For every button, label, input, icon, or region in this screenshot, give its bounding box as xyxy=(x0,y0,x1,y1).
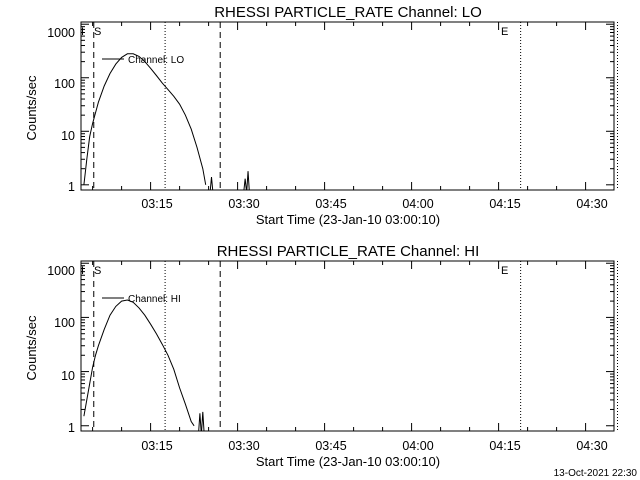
panel-hi-start-marker: S xyxy=(94,265,101,277)
panel-lo-spike xyxy=(209,176,214,191)
panel-lo-ytick-10: 10 xyxy=(61,129,75,143)
panel-hi-xtick-0345: 03:45 xyxy=(315,439,346,453)
panel-lo-spike xyxy=(243,178,247,191)
panel-hi: RHESSI PARTICLE_RATE Channel: HI Start T… xyxy=(24,243,608,469)
panel-hi-xlabel: Start Time (23-Jan-10 03:00:10) xyxy=(256,454,440,469)
panel-lo-ytick-100: 100 xyxy=(54,77,75,91)
panel-hi-ytick-1: 1 xyxy=(68,421,75,435)
panel-hi-spike xyxy=(198,413,202,432)
panel-lo-xtick-0330: 03:30 xyxy=(228,197,259,211)
panel-hi-series-line xyxy=(83,299,195,427)
panel-lo-xlabel: Start Time (23-Jan-10 03:00:10) xyxy=(256,212,440,227)
panel-lo-ytick-1000: 1000 xyxy=(47,26,75,40)
panel-lo-legend-label: Channel: LO xyxy=(128,55,184,66)
panel-lo-start-marker: S xyxy=(94,26,101,38)
panel-lo-xtick-0400: 04:00 xyxy=(402,197,433,211)
panel-lo-spike xyxy=(246,171,250,191)
panel-hi-plot xyxy=(80,260,618,432)
panel-lo-left-marker: I xyxy=(81,26,84,38)
panel-lo-xtick-0415: 04:15 xyxy=(489,197,520,211)
panel-hi-ytick-1000: 1000 xyxy=(47,264,75,278)
panel-lo-xtick-0430: 04:30 xyxy=(576,197,607,211)
panel-hi-ytick-10: 10 xyxy=(61,369,75,383)
panel-hi-xtick-0430: 04:30 xyxy=(576,439,607,453)
panel-hi-ytick-100: 100 xyxy=(54,316,75,330)
generated-timestamp: 13-Oct-2021 22:30 xyxy=(554,468,638,479)
panel-lo-xtick-0345: 03:45 xyxy=(315,197,346,211)
panel-lo: RHESSI PARTICLE_RATE Channel: LO Start T… xyxy=(24,4,608,227)
panel-hi-left-marker: I xyxy=(81,265,84,277)
panel-hi-spike xyxy=(201,411,205,432)
panel-lo-plot xyxy=(80,21,618,191)
panel-hi-title: RHESSI PARTICLE_RATE Channel: HI xyxy=(217,243,480,260)
panel-hi-legend-label: Channel: HI xyxy=(128,294,181,305)
panel-lo-series-line xyxy=(83,53,207,185)
panel-lo-end-marker: E xyxy=(501,26,508,38)
panel-hi-xtick-0330: 03:30 xyxy=(228,439,259,453)
panel-lo-ytick-1: 1 xyxy=(68,180,75,194)
panel-lo-xtick-0315: 03:15 xyxy=(141,197,172,211)
panel-hi-ylabel: Counts/sec xyxy=(24,315,39,381)
panel-hi-end-marker: E xyxy=(501,265,508,277)
panel-hi-xtick-0315: 03:15 xyxy=(141,439,172,453)
panel-hi-xtick-0400: 04:00 xyxy=(402,439,433,453)
panel-lo-ylabel: Counts/sec xyxy=(24,75,39,141)
panel-lo-title: RHESSI PARTICLE_RATE Channel: LO xyxy=(214,4,482,21)
panel-hi-xtick-0415: 04:15 xyxy=(489,439,520,453)
